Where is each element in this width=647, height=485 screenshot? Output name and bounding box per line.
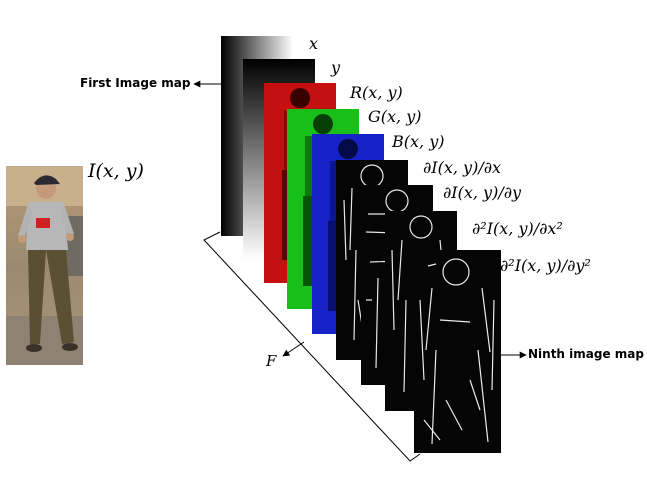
first-image-map-label: First Image map: [80, 76, 191, 90]
map-label-dxx: ∂²I(x, y)/∂x²: [472, 219, 563, 238]
feature-map-dyy: [414, 250, 501, 453]
map-label-red: R(x, y): [350, 83, 403, 102]
ninth-image-map-label: Ninth image map: [528, 347, 644, 361]
map-label-y: y: [331, 58, 341, 77]
map-label-dx: ∂I(x, y)/∂x: [423, 158, 501, 177]
input-image-label: I(x, y): [88, 160, 144, 182]
feature-axis-label: F: [266, 352, 277, 370]
map-label-x: x: [309, 34, 319, 53]
map-label-dy: ∂I(x, y)/∂y: [443, 183, 522, 202]
map-label-green: G(x, y): [368, 107, 422, 126]
feature-axis-arrow: [282, 341, 305, 357]
input-person-image: [6, 166, 83, 365]
map-label-blue: B(x, y): [392, 132, 445, 151]
feature-dimension-bracket: [203, 231, 421, 462]
map-label-dyy: ∂²I(x, y)/∂y²: [500, 256, 591, 275]
